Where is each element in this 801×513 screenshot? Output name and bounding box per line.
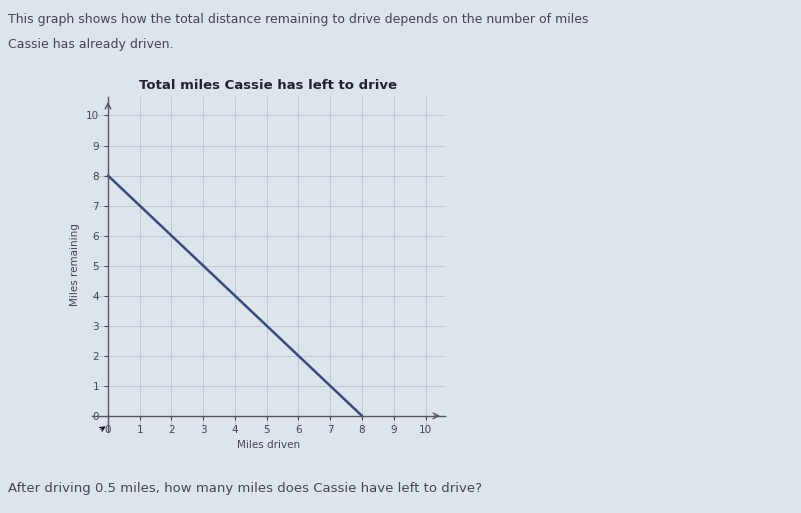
Text: After driving 0.5 miles, how many miles does Cassie have left to drive?: After driving 0.5 miles, how many miles … — [8, 482, 482, 495]
Y-axis label: Miles remaining: Miles remaining — [70, 223, 80, 306]
X-axis label: Miles driven: Miles driven — [237, 441, 300, 450]
Text: This graph shows how the total distance remaining to drive depends on the number: This graph shows how the total distance … — [8, 13, 589, 26]
Text: Cassie has already driven.: Cassie has already driven. — [8, 38, 174, 51]
Title: Total miles Cassie has left to drive: Total miles Cassie has left to drive — [139, 79, 397, 92]
